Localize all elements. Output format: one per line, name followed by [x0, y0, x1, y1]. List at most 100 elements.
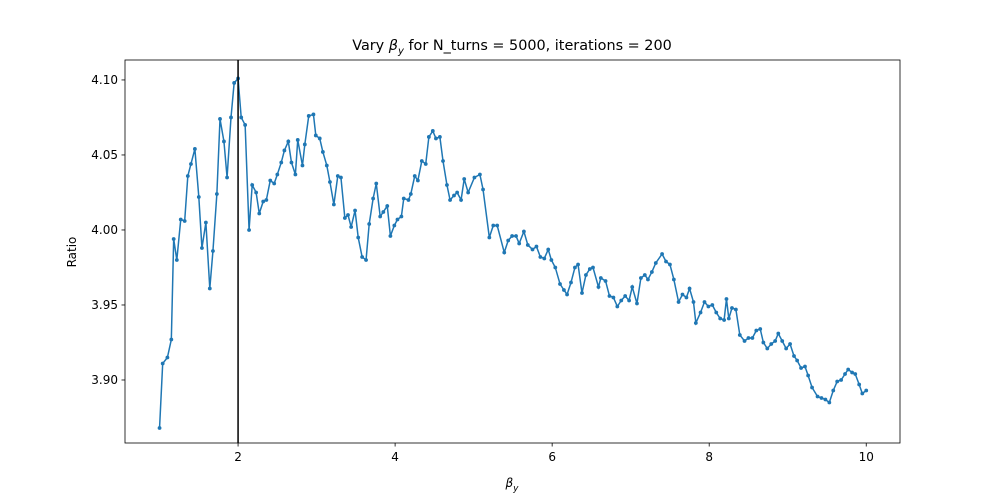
- data-point: [646, 277, 650, 282]
- data-point: [758, 327, 763, 331]
- data-point: [275, 172, 280, 177]
- data-point: [399, 214, 404, 219]
- data-point: [573, 265, 577, 270]
- data-point: [576, 262, 580, 267]
- data-point: [853, 372, 858, 376]
- data-point: [569, 280, 573, 285]
- data-point: [300, 163, 305, 168]
- data-point: [247, 228, 251, 232]
- y-tick-label: 3.95: [91, 298, 118, 312]
- data-point: [525, 243, 530, 247]
- data-point: [487, 235, 492, 240]
- data-point: [388, 234, 393, 238]
- data-point: [546, 247, 551, 252]
- data-point: [769, 342, 774, 346]
- data-point: [495, 223, 500, 228]
- data-point: [374, 181, 379, 186]
- title-subscript: y: [397, 46, 405, 57]
- x-label-subscript: y: [512, 484, 519, 494]
- data-point: [737, 333, 742, 337]
- data-point: [401, 196, 406, 201]
- data-point: [598, 276, 603, 280]
- data-point: [160, 361, 165, 366]
- x-tick-label: 2: [234, 450, 242, 464]
- data-point: [169, 337, 174, 342]
- data-point: [239, 115, 244, 120]
- x-label-symbol: β: [505, 476, 514, 490]
- data-point: [542, 256, 547, 261]
- data-point: [430, 129, 435, 133]
- data-point: [623, 294, 628, 298]
- data-point: [750, 336, 755, 340]
- data-point: [664, 259, 668, 264]
- data-point: [803, 364, 807, 369]
- data-point: [250, 183, 255, 187]
- data-point: [823, 397, 828, 402]
- data-point: [784, 346, 789, 351]
- data-point: [171, 237, 176, 241]
- data-point: [472, 175, 477, 180]
- data-point: [192, 147, 197, 151]
- data-point: [293, 172, 298, 177]
- data-point: [462, 177, 467, 181]
- data-point: [478, 172, 482, 177]
- data-point: [349, 225, 354, 229]
- data-point: [502, 250, 507, 255]
- data-point: [381, 210, 386, 214]
- data-point: [317, 136, 322, 141]
- data-point: [835, 379, 840, 384]
- data-point: [619, 298, 624, 303]
- data-point: [268, 178, 273, 183]
- data-point: [157, 426, 162, 430]
- data-point: [642, 273, 647, 277]
- data-point: [714, 310, 719, 315]
- data-point: [408, 192, 413, 196]
- x-axis-label: βy: [505, 476, 520, 494]
- data-point: [615, 304, 620, 309]
- data-point: [724, 297, 729, 301]
- data-point: [630, 285, 635, 289]
- chart-title: Vary βy for N_turns = 5000, iterations =…: [352, 38, 672, 57]
- data-point: [850, 370, 855, 375]
- title-text: for N_turns = 5000, iterations = 200: [404, 38, 672, 54]
- data-point: [514, 234, 518, 238]
- data-point: [289, 160, 294, 165]
- data-point: [815, 394, 820, 399]
- data-point: [638, 276, 643, 280]
- data-point: [272, 181, 277, 186]
- data-point: [584, 273, 588, 277]
- data-point: [510, 234, 515, 238]
- data-point: [635, 301, 639, 306]
- data-point: [426, 135, 431, 139]
- data-point: [611, 295, 616, 300]
- data-point: [295, 138, 300, 142]
- data-point: [211, 249, 215, 253]
- data-point: [819, 396, 824, 400]
- data-point: [207, 286, 212, 291]
- data-point: [371, 196, 376, 201]
- x-tick-label: 6: [548, 450, 556, 464]
- data-point: [385, 204, 390, 208]
- data-point: [254, 190, 259, 195]
- data-point: [506, 238, 511, 243]
- data-point: [765, 346, 770, 351]
- data-point: [395, 217, 400, 222]
- data-point: [660, 252, 664, 256]
- data-point: [261, 199, 266, 204]
- data-point: [810, 385, 814, 390]
- data-point: [481, 187, 485, 192]
- data-point: [553, 265, 558, 270]
- data-point: [367, 222, 372, 226]
- data-point: [710, 303, 715, 307]
- data-point: [324, 163, 329, 168]
- title-text: Vary: [352, 38, 389, 54]
- y-tick-label: 4.05: [91, 148, 118, 162]
- data-point: [776, 331, 781, 336]
- data-point: [754, 328, 759, 333]
- data-point: [279, 160, 284, 165]
- data-point: [459, 198, 463, 202]
- data-point: [182, 219, 187, 223]
- data-point: [203, 220, 208, 225]
- data-point: [455, 190, 460, 195]
